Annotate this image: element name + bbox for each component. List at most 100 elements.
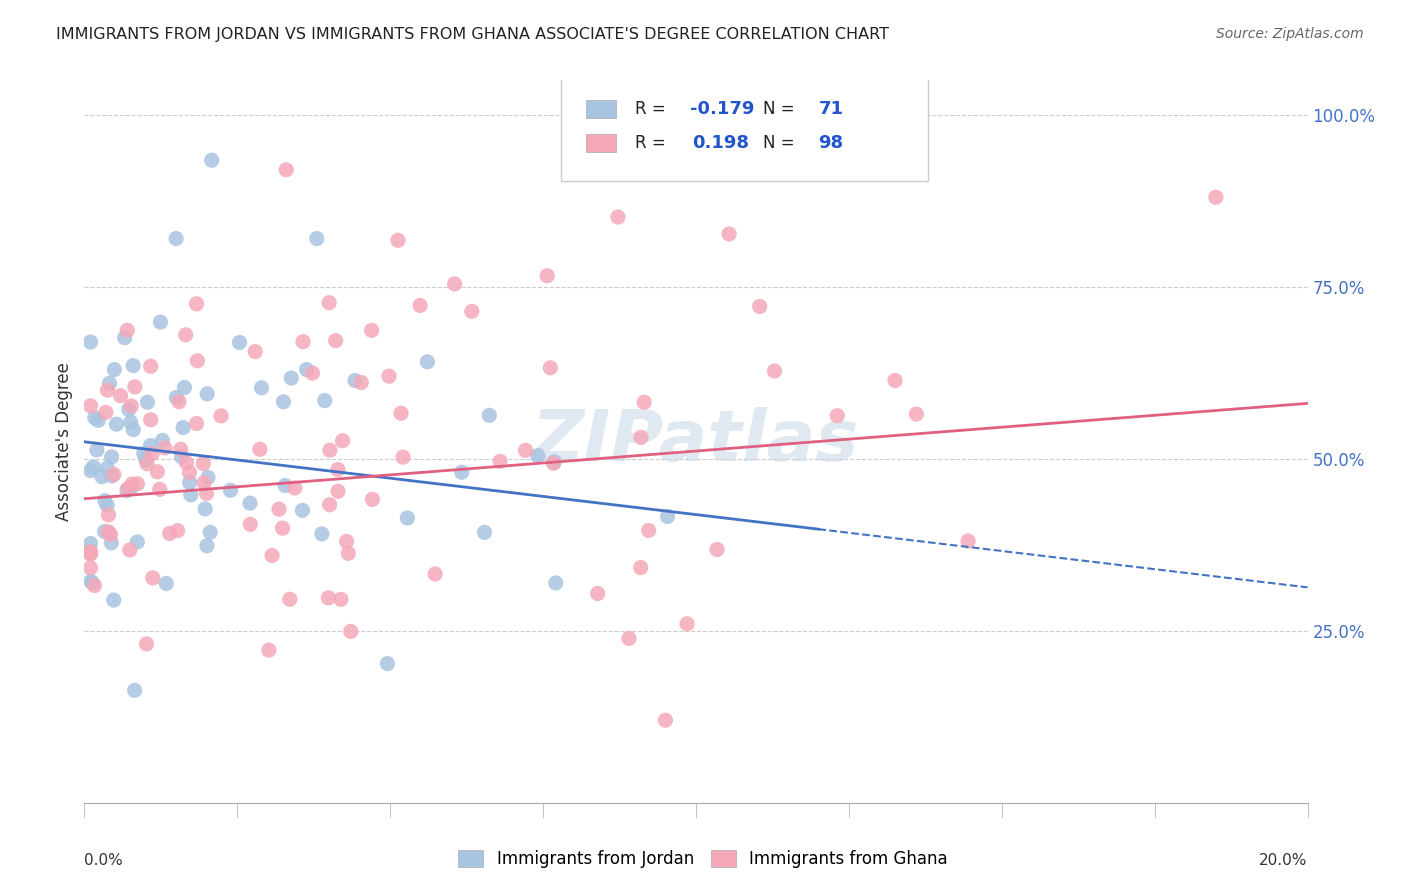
Point (165, 231, 187, 245)
Point (155, 576, 177, 591)
Text: N =: N = (763, 134, 800, 153)
Point (115, 483, 138, 498)
Point (630, 560, 652, 574)
Point (377, 657, 399, 671)
Point (139, 438, 162, 452)
Point (197, 470, 219, 484)
Point (186, 417, 208, 431)
Point (179, 475, 201, 490)
Point (884, 374, 907, 388)
Point (630, 430, 652, 444)
Point (142, 571, 165, 585)
Point (79, 545, 101, 559)
Point (139, 413, 162, 427)
Point (319, 443, 342, 458)
Point (165, 391, 187, 405)
Text: IMMIGRANTS FROM JORDAN VS IMMIGRANTS FROM GHANA ASSOCIATE'S DEGREE CORRELATION C: IMMIGRANTS FROM JORDAN VS IMMIGRANTS FRO… (56, 27, 889, 42)
Point (83, 410, 105, 425)
Text: N =: N = (763, 100, 800, 118)
Point (200, 525, 222, 540)
Point (136, 457, 159, 471)
Point (94, 493, 117, 508)
Point (194, 502, 217, 516)
Point (318, 591, 340, 605)
Point (101, 469, 124, 483)
Point (271, 521, 294, 535)
Point (79, 399, 101, 413)
Point (180, 488, 202, 502)
Point (343, 374, 366, 388)
Y-axis label: Associate's Degree: Associate's Degree (55, 362, 73, 521)
Point (103, 362, 125, 376)
Point (536, 268, 558, 283)
Point (276, 162, 298, 177)
Point (607, 210, 630, 224)
Text: R =: R = (636, 100, 671, 118)
Point (586, 586, 609, 600)
Point (110, 389, 132, 403)
Point (127, 535, 149, 549)
Point (543, 456, 565, 470)
Point (311, 527, 333, 541)
Point (905, 407, 928, 421)
Point (83, 578, 105, 592)
Point (329, 592, 352, 607)
Point (195, 387, 218, 401)
Point (82, 459, 104, 474)
Point (172, 420, 194, 434)
Point (114, 331, 136, 345)
Point (763, 364, 786, 378)
Point (314, 393, 336, 408)
Point (135, 452, 157, 467)
Point (228, 335, 250, 350)
Point (250, 381, 273, 395)
Text: 98: 98 (818, 134, 844, 153)
Point (280, 371, 302, 385)
Point (1205, 190, 1227, 204)
Point (103, 593, 125, 607)
Point (515, 443, 537, 458)
Point (159, 526, 181, 541)
Point (461, 304, 484, 318)
Point (706, 542, 728, 557)
Point (718, 227, 741, 241)
Point (121, 477, 143, 491)
Point (262, 549, 284, 563)
Point (332, 434, 354, 448)
Point (443, 277, 465, 291)
Point (79, 547, 101, 561)
Point (617, 632, 640, 646)
Point (657, 509, 679, 524)
Point (195, 539, 218, 553)
Point (416, 355, 439, 369)
Point (100, 527, 122, 541)
Text: ZIPatlas: ZIPatlas (533, 407, 859, 476)
Point (825, 409, 848, 423)
Point (245, 344, 267, 359)
Point (120, 481, 142, 495)
Point (193, 475, 215, 490)
Point (169, 442, 191, 457)
Point (633, 395, 655, 409)
Point (201, 153, 224, 168)
Point (637, 524, 659, 538)
Point (335, 534, 357, 549)
Point (538, 360, 561, 375)
Text: 71: 71 (818, 100, 844, 118)
Point (337, 546, 360, 560)
Point (389, 406, 412, 420)
Point (489, 454, 512, 468)
Point (291, 503, 314, 517)
Point (127, 476, 149, 491)
Point (292, 334, 315, 349)
Point (96, 499, 118, 513)
Point (387, 233, 409, 247)
Point (305, 231, 328, 245)
Point (527, 449, 550, 463)
Point (957, 534, 980, 549)
Point (80, 574, 103, 589)
Text: -0.179: -0.179 (690, 100, 754, 118)
Point (295, 362, 318, 376)
Point (132, 446, 155, 460)
Point (326, 462, 349, 476)
